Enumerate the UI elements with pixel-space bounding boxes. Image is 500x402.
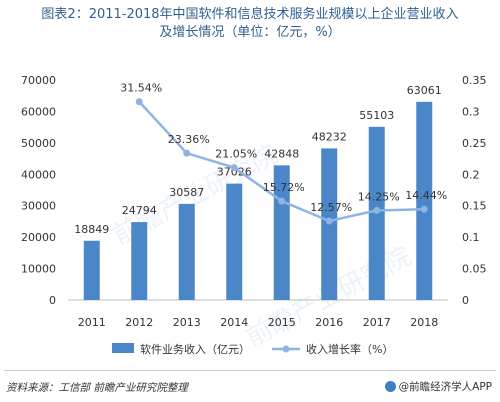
bar-data-label: 55103: [359, 109, 394, 122]
growth-data-label: 23.36%: [168, 133, 210, 146]
chart-title-line-2: 及增长情况（单位：亿元，%）: [159, 25, 341, 40]
bar-data-label: 30587: [169, 186, 204, 199]
right-axis-tick-label: 0.2: [462, 168, 480, 181]
bar: [416, 101, 433, 300]
growth-point: [278, 197, 286, 205]
x-axis-tick-label: 2011: [78, 316, 106, 329]
right-axis-tick-label: 0: [462, 294, 469, 307]
legend-bar-swatch: [112, 343, 134, 353]
legend-bar-label: 软件业务收入（亿元）: [140, 342, 250, 356]
bar-data-label: 42848: [264, 147, 299, 160]
x-axis-tick-label: 2016: [315, 316, 343, 329]
credit-note: @前瞻经济学人APP: [384, 379, 492, 394]
right-axis-tick-label: 0.35: [462, 74, 487, 87]
right-axis-tick-label: 0.05: [462, 263, 487, 276]
growth-point: [183, 149, 191, 157]
credit-text: @前瞻经济学人APP: [398, 381, 492, 393]
bar: [226, 183, 243, 300]
x-axis-tick-label: 2018: [410, 316, 438, 329]
x-axis-tick-label: 2014: [220, 316, 248, 329]
growth-data-label: 31.54%: [120, 82, 162, 95]
chart-title: 图表2：2011-2018年中国软件和信息技术服务业规模以上企业营业收入 及增长…: [0, 6, 500, 42]
growth-data-label: 14.44%: [405, 189, 447, 202]
legend-line-marker: [282, 345, 290, 353]
bar-data-label: 48232: [312, 130, 347, 143]
left-axis-tick-label: 30000: [21, 200, 56, 213]
growth-data-label: 15.72%: [263, 181, 305, 194]
growth-point: [325, 217, 333, 225]
chart-title-line-1: 图表2：2011-2018年中国软件和信息技术服务业规模以上企业营业收入: [41, 7, 459, 22]
x-axis-tick-label: 2015: [268, 316, 296, 329]
right-axis-tick-label: 0.3: [462, 105, 480, 118]
growth-point: [230, 164, 238, 172]
footer-divider: [4, 370, 496, 371]
left-axis-tick-label: 50000: [21, 137, 56, 150]
bar: [131, 222, 148, 300]
left-axis-tick-label: 0: [49, 294, 56, 307]
left-axis-tick-label: 70000: [21, 74, 56, 87]
growth-data-label: 14.25%: [358, 190, 400, 203]
growth-point: [135, 98, 143, 106]
growth-point: [420, 205, 428, 213]
left-axis-tick-label: 10000: [21, 263, 56, 276]
left-axis-tick-label: 40000: [21, 168, 56, 181]
bar-data-label: 24794: [122, 204, 157, 217]
source-note: 资料来源：工信部 前瞻产业研究院整理: [6, 382, 188, 394]
chart-svg: 前瞻产业研究院前瞻产业研究院01000020000300004000050000…: [21, 74, 487, 356]
x-axis-tick-label: 2012: [125, 316, 153, 329]
x-axis-tick-label: 2013: [173, 316, 201, 329]
bar-data-label: 63061: [407, 84, 442, 97]
bar: [178, 203, 195, 300]
right-axis-tick-label: 0.15: [462, 200, 487, 213]
left-axis-tick-label: 60000: [21, 105, 56, 118]
legend-line-label: 收入增长率（%）: [306, 342, 393, 356]
right-axis-tick-label: 0.25: [462, 137, 487, 150]
qianzhan-logo-icon: [384, 381, 396, 392]
growth-data-label: 12.57%: [310, 201, 352, 214]
footer: 资料来源：工信部 前瞻产业研究院整理 @前瞻经济学人APP: [0, 366, 500, 402]
right-axis-tick-label: 0.1: [462, 231, 480, 244]
bar: [83, 240, 100, 300]
growth-point: [373, 206, 381, 214]
x-axis-tick-label: 2017: [363, 316, 391, 329]
left-axis-tick-label: 20000: [21, 231, 56, 244]
bar-data-label: 18849: [74, 223, 109, 236]
growth-data-label: 21.05%: [215, 148, 257, 161]
